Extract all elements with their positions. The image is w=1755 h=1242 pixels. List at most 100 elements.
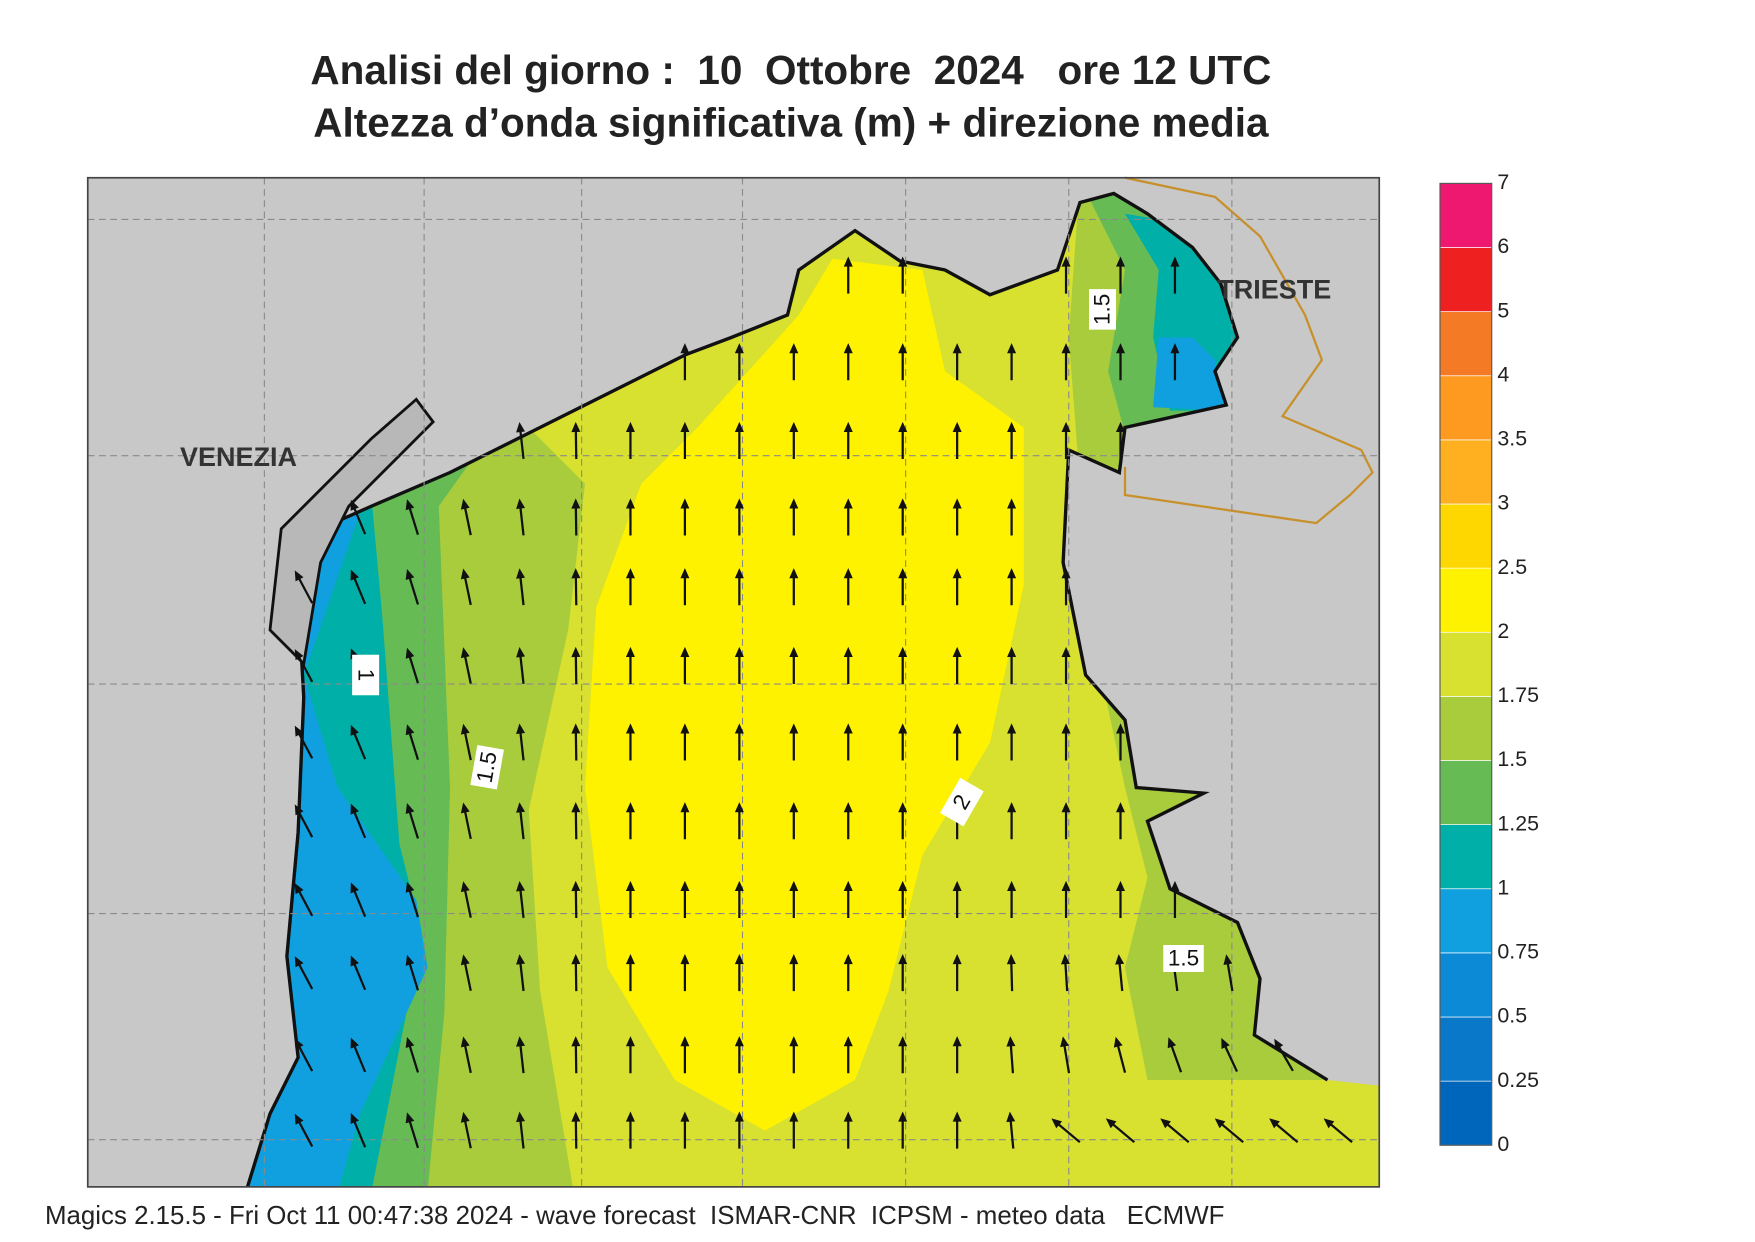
arrow [898,802,908,840]
arrow-head [680,802,690,813]
arrow [680,723,690,761]
arrow-head [516,421,526,433]
arrow [516,802,526,840]
arrow [1006,954,1016,992]
arrow [1269,1118,1299,1144]
arrow-head [952,646,962,657]
arrow [734,1036,744,1074]
arrow-head [1007,880,1017,891]
arrow [1007,723,1017,761]
arrow-head [516,880,526,892]
legend-label: 2 [1497,619,1509,643]
footer: Magics 2.15.5 - Fri Oct 11 00:47:38 2024… [45,1202,1224,1230]
arrow-head [350,803,359,815]
arrow [516,1111,526,1149]
arrow-head [843,421,853,432]
arrow [1061,802,1071,840]
arrow [952,646,962,684]
contour-label-group: 1.5 [470,744,504,790]
legend-swatch [1439,1016,1493,1082]
legend-swatch [1439,631,1493,697]
arrow [350,724,367,760]
legend-label: 1.5 [1497,747,1527,771]
arrow-head [625,568,635,579]
arrow-head [952,880,962,891]
legend-label: 0 [1497,1132,1509,1156]
arrow [1060,954,1070,992]
arrow-head [843,568,853,579]
arrow [1061,421,1071,459]
arrow [1105,1118,1136,1144]
arrow [1167,1037,1183,1073]
arrow [350,499,367,535]
arrow-head [843,256,853,267]
arrow-head [1116,256,1125,267]
lagoon-land [268,397,435,667]
arrow [898,343,908,381]
arrow [680,421,690,459]
arrow-head [1116,421,1125,432]
arrow [625,1036,635,1074]
arrow-head [1061,343,1071,354]
arrow [1007,343,1017,381]
arrow-head [516,954,526,965]
arrow-head [789,498,799,509]
arrow-head [516,1111,526,1123]
arrow [898,880,908,918]
arrow [789,421,799,459]
arrow-head [789,880,799,891]
arrow [898,646,908,684]
arrow [460,647,472,684]
arrow [680,1036,690,1074]
arrow [843,568,853,606]
arrow [350,882,367,918]
arrow-head [1007,802,1017,813]
arrow-head [625,1036,635,1047]
arrow [405,954,420,991]
arrow [460,498,472,536]
arrow-head [1214,1118,1226,1129]
legend-swatch [1439,183,1493,248]
arrow [516,646,526,685]
arrow-head [1061,723,1071,734]
arrow-head [680,498,690,509]
arrow [1061,646,1071,684]
arrow [405,724,420,761]
arrow [789,723,799,761]
arrow [350,1112,367,1148]
arrow-head [1116,723,1125,734]
arrow-head [460,1111,470,1123]
legend-swatch [1439,696,1493,761]
arrow-head [680,421,690,432]
arrow-head [898,954,908,965]
legend-swatch [1439,375,1493,441]
arrow-head [1061,421,1071,432]
arrow-head [1167,1037,1177,1049]
arrow [350,803,367,839]
arrow-head [1170,880,1180,891]
arrow-head [734,1036,744,1047]
contour-label-bg [940,777,984,827]
arrow-head [625,646,635,657]
contour-label-group: 2 [940,777,984,827]
legend-swatch [1439,247,1493,312]
arrow-head [843,954,853,965]
arrow [680,954,690,992]
arrow [571,802,581,840]
arrow [516,1036,526,1074]
arrow-head [516,802,526,813]
arrow [952,343,962,381]
arrow [898,498,908,536]
arrow-head [571,723,581,734]
arrow-head [1221,1037,1230,1049]
arrow-head [789,1111,799,1122]
arrow-head [680,880,690,891]
arrow-head [1061,646,1071,657]
arrow-head [952,954,962,965]
arrow-head [294,725,304,737]
arrow-head [571,568,581,579]
arrow [734,880,744,918]
arrow-head [460,1036,470,1048]
arrow [898,568,908,606]
arrow [898,954,908,992]
